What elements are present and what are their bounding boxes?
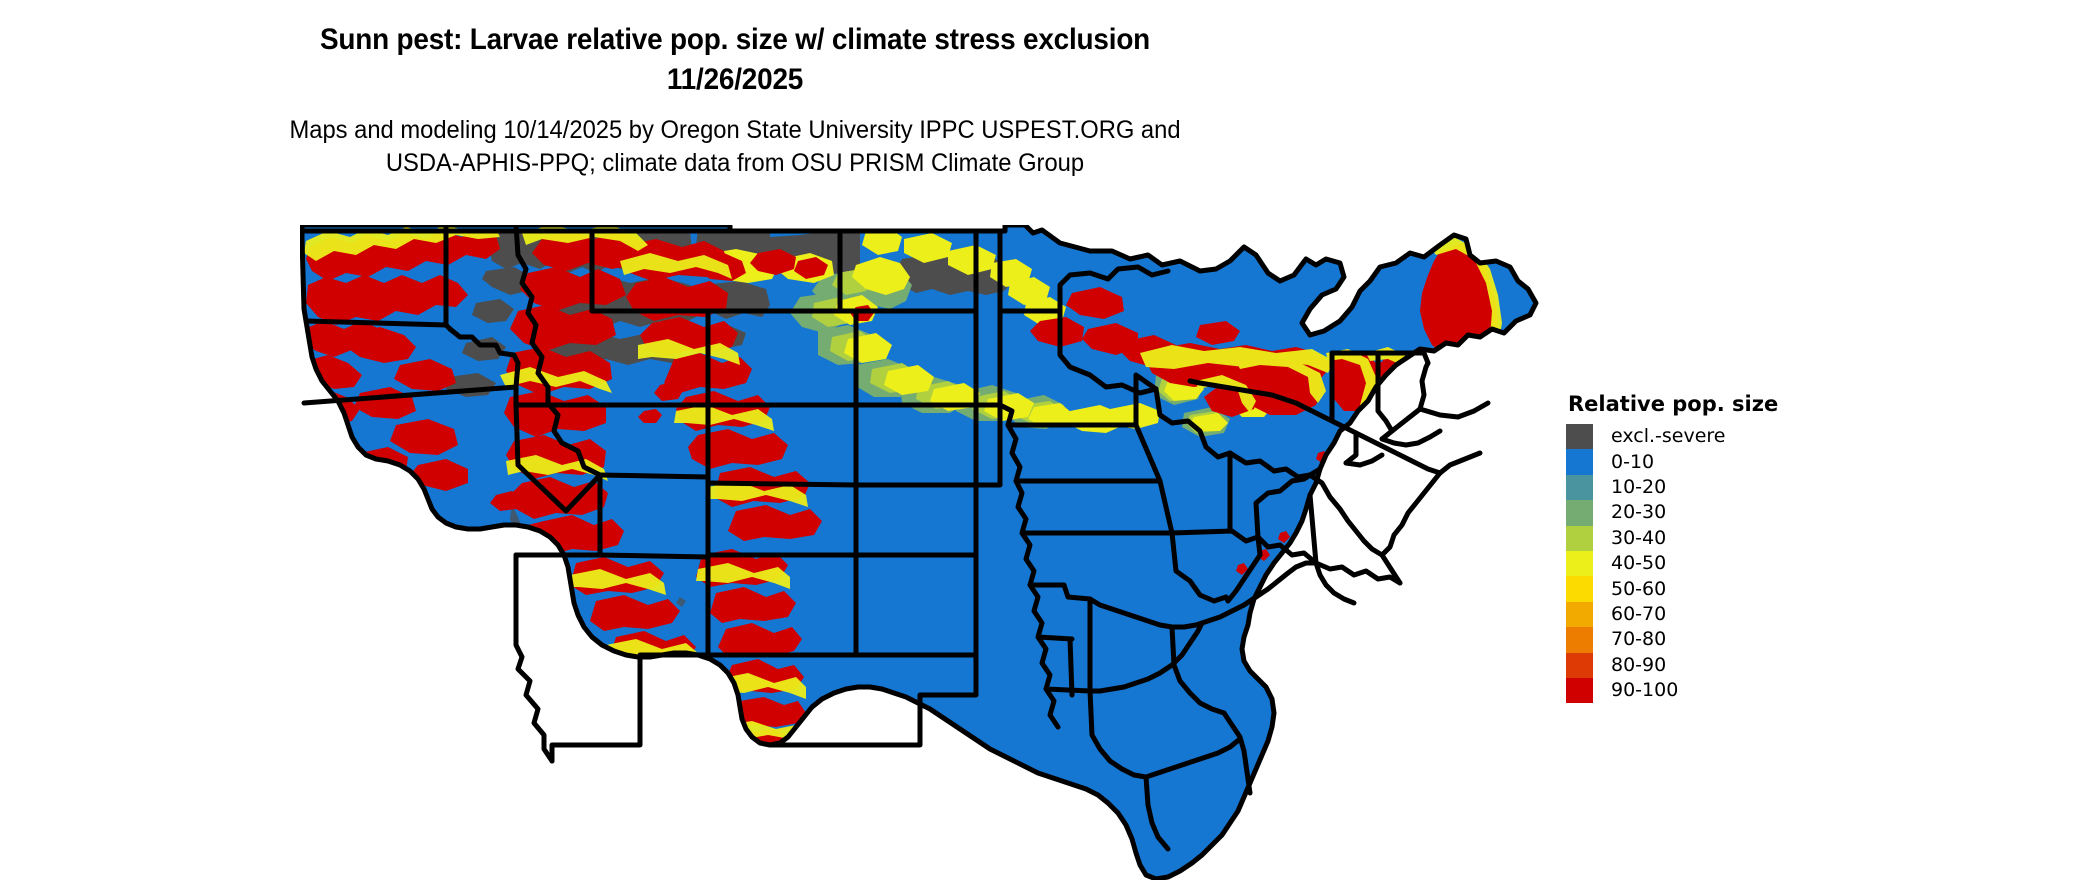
legend-swatch: [1566, 576, 1593, 602]
legend-row: 0-10: [1566, 449, 1778, 475]
legend-label: 40-50: [1611, 552, 1667, 575]
legend-row: 20-30: [1566, 500, 1778, 526]
state-borders: [300, 225, 1539, 880]
legend-row: 80-90: [1566, 652, 1778, 678]
us-choropleth-map: [300, 225, 1550, 880]
legend-label: 10-20: [1611, 475, 1667, 498]
legend-swatch: [1566, 424, 1593, 450]
legend-items: excl.-severe 0-10 10-20 20-30 30-40 40-50 50-6…: [1566, 424, 1778, 704]
legend-swatch: [1566, 627, 1593, 653]
legend-swatch: [1566, 500, 1593, 526]
legend-swatch: [1566, 652, 1593, 678]
legend-row: 10-20: [1566, 474, 1778, 501]
legend-row: excl.-severe: [1566, 424, 1778, 450]
figure-title-line1: Sunn pest: Larvae relative pop. size w/ …: [319, 23, 1151, 56]
legend-swatch: [1566, 550, 1593, 577]
legend-label: 0-10: [1611, 450, 1655, 473]
legend-row: 60-70: [1566, 601, 1778, 628]
legend-swatch: [1566, 601, 1593, 628]
figure-subtitle-line2: USDA-APHIS-PPQ; climate data from OSU PR…: [385, 149, 1085, 177]
legend-label: 30-40: [1611, 526, 1667, 549]
legend-label: 60-70: [1611, 602, 1667, 625]
title-block: Sunn pest: Larvae relative pop. size w/ …: [0, 20, 1470, 180]
legend-swatch: [1566, 525, 1593, 551]
legend-row: 90-100: [1566, 677, 1778, 704]
legend-row: 50-60: [1566, 576, 1778, 602]
legend-label: 70-80: [1611, 628, 1667, 651]
map-svg: [300, 225, 1550, 880]
legend-label: 80-90: [1611, 653, 1667, 676]
legend-swatch: [1566, 474, 1593, 501]
legend-label: excl.-severe: [1611, 425, 1726, 448]
figure-title-line2: 11/26/2025: [666, 63, 804, 96]
legend-label: 20-30: [1611, 501, 1667, 524]
legend-swatch: [1566, 449, 1593, 475]
legend-label: 50-60: [1611, 577, 1667, 600]
figure-subtitle-line1: Maps and modeling 10/14/2025 by Oregon S…: [289, 116, 1181, 144]
legend-swatch: [1566, 677, 1593, 704]
legend: Relative pop. size excl.-severe 0-10 10-20…: [1566, 392, 1779, 704]
legend-title: Relative pop. size: [1568, 392, 1779, 416]
legend-label: 90-100: [1611, 679, 1679, 702]
legend-row: 70-80: [1566, 627, 1778, 653]
legend-row: 30-40: [1566, 525, 1778, 551]
legend-row: 40-50: [1566, 550, 1778, 577]
